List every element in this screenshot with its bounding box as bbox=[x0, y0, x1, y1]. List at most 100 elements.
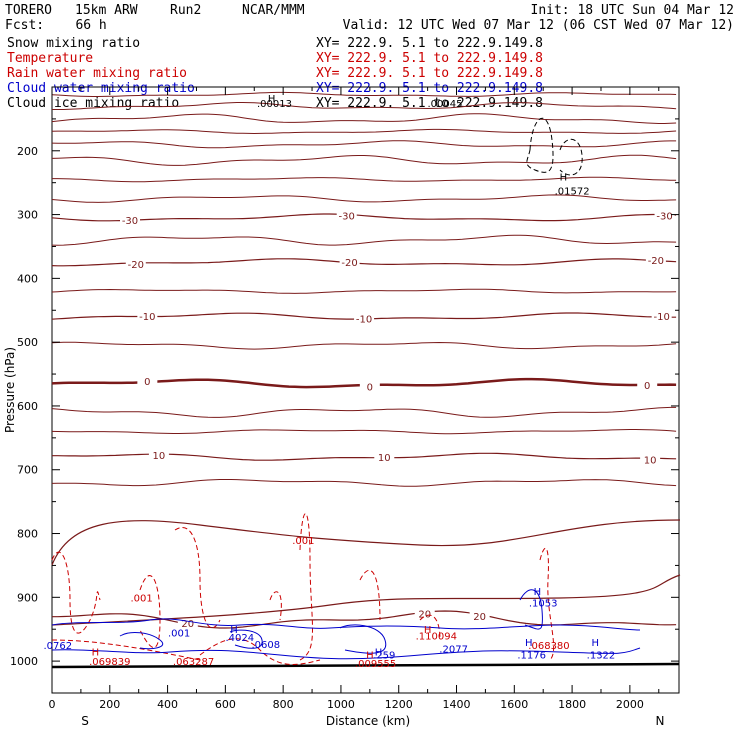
rain-contour bbox=[51, 639, 201, 661]
contour-label: H bbox=[92, 648, 100, 659]
isotherm-line bbox=[51, 288, 677, 294]
field-xy: XY= 222.9. 5.1 to 222.9.149.8 bbox=[316, 66, 543, 81]
contour-label: .009555 bbox=[355, 659, 396, 670]
contour-label: .2077 bbox=[439, 644, 468, 655]
isotherm-label: 20 bbox=[418, 610, 431, 621]
contour-label: .110094 bbox=[416, 632, 457, 643]
isotherm-label-bg bbox=[645, 254, 666, 267]
isotherm-label: -20 bbox=[648, 256, 664, 267]
cloud-water-contour bbox=[519, 589, 543, 630]
contour-label: .068380 bbox=[528, 641, 569, 652]
ground-line bbox=[51, 662, 680, 669]
field-xy: XY= 222.9. 5.1 to 222.9.149.8 bbox=[316, 36, 543, 51]
x-tick-label: 400 bbox=[157, 698, 178, 711]
isotherm-label: 0 bbox=[644, 381, 650, 392]
rain-contour bbox=[199, 638, 321, 665]
rain-contour bbox=[174, 527, 221, 629]
contour-label: .01572 bbox=[555, 186, 590, 197]
boundary-layer-line bbox=[51, 519, 681, 566]
contour-label: .063287 bbox=[173, 657, 214, 668]
isotherm-label: 10 bbox=[153, 451, 166, 462]
isotherm-label-bg bbox=[137, 374, 158, 387]
isotherm-label: 10 bbox=[644, 455, 657, 466]
header-org: NCAR/MMM bbox=[242, 3, 305, 18]
isotherm-label-bg bbox=[336, 209, 357, 222]
isotherm-label-bg bbox=[640, 453, 661, 466]
contour-label: H bbox=[534, 587, 542, 598]
field-name: Cloud water mixing ratio bbox=[7, 81, 195, 96]
isotherm-label-bg bbox=[651, 310, 672, 323]
isotherm-label: -30 bbox=[122, 216, 138, 227]
isotherm-line bbox=[52, 102, 677, 110]
x-tick-label: 0 bbox=[49, 698, 56, 711]
contour-label: .0762 bbox=[43, 641, 72, 652]
contour-label: .00045 bbox=[427, 99, 462, 110]
x-axis-label: Distance (km) bbox=[326, 714, 410, 728]
isotherm-label: 20 bbox=[181, 619, 194, 630]
isotherm-line bbox=[51, 154, 677, 166]
field-xy: XY= 222.9. 5.1 to 222.9.149.8 bbox=[316, 81, 543, 96]
rain-contour bbox=[139, 575, 161, 648]
y-axis-label: Pressure (hPa) bbox=[3, 347, 17, 433]
isotherm-label: 0 bbox=[367, 382, 373, 393]
isotherm-10 bbox=[52, 452, 677, 461]
isotherm-label: -10 bbox=[653, 312, 669, 323]
axes: 0 200 400 600 800 1000 1200 1400 1600 1800 2000200… bbox=[10, 87, 679, 711]
x-tick-label: 2000 bbox=[616, 698, 644, 711]
isotherm-label-bg bbox=[637, 378, 658, 391]
y-tick-label: 400 bbox=[17, 272, 38, 285]
isotherm-line bbox=[51, 341, 677, 350]
contour-label: .069839 bbox=[89, 657, 130, 668]
contour-label: H bbox=[424, 625, 432, 636]
y-tick-label: 700 bbox=[17, 464, 38, 477]
plot-frame bbox=[51, 86, 680, 694]
isotherm-label-bg bbox=[359, 380, 380, 393]
isotherm-label-bg bbox=[354, 312, 375, 325]
cloud-water-contour bbox=[119, 632, 163, 650]
endpoint-right: N bbox=[656, 714, 665, 728]
boundary-layer-line bbox=[51, 574, 681, 626]
rain-contour bbox=[269, 591, 282, 621]
isotherm-label-bg bbox=[469, 609, 490, 622]
isotherm-line bbox=[51, 140, 677, 149]
contour-label: .00013 bbox=[257, 99, 292, 110]
y-tick-label: 200 bbox=[17, 145, 38, 158]
isotherm-label: -30 bbox=[339, 211, 355, 222]
isotherm-label: 20 bbox=[473, 612, 486, 623]
contour-label: .1053 bbox=[529, 598, 558, 609]
header: TORERO 15km ARW Run2 NCAR/MMM Init: 18 U… bbox=[5, 3, 734, 33]
rain-contour bbox=[419, 614, 441, 641]
y-tick-label: 500 bbox=[17, 336, 38, 349]
x-tick-label: 800 bbox=[273, 698, 294, 711]
header-valid: Valid: 12 UTC Wed 07 Mar 12 (06 CST Wed … bbox=[343, 18, 734, 33]
x-tick-label: 600 bbox=[215, 698, 236, 711]
isotherm-line bbox=[51, 406, 677, 418]
contour-label: H bbox=[525, 638, 533, 649]
isotherm-label-bg bbox=[148, 449, 169, 462]
contour-label: H bbox=[230, 625, 238, 636]
isotherm-label: -20 bbox=[128, 260, 144, 271]
isotherm--30 bbox=[51, 213, 677, 222]
isotherm-label: -10 bbox=[356, 315, 372, 326]
contour-label: H bbox=[268, 94, 276, 105]
contour-label: H bbox=[591, 638, 599, 649]
isotherm-line bbox=[51, 479, 677, 487]
cloud-water-contour bbox=[339, 624, 387, 654]
isotherm-label: 10 bbox=[378, 453, 391, 464]
cloud-water-contour bbox=[51, 647, 641, 660]
contours: -30 -30 -30 -20 -20 -20 -10 -10 -10 0 0 0 10 10 10 20 20… bbox=[43, 91, 681, 670]
rain-contour bbox=[359, 569, 381, 621]
contour-label: .1322 bbox=[587, 651, 616, 662]
isotherm-label: -10 bbox=[139, 312, 155, 323]
cloud-water-contour bbox=[229, 629, 263, 649]
isotherm-label: -20 bbox=[341, 258, 357, 269]
y-tick-label: 300 bbox=[17, 209, 38, 222]
y-tick-label: 1000 bbox=[10, 655, 38, 668]
isotherm-line bbox=[51, 429, 677, 435]
endpoint-left: S bbox=[81, 714, 89, 728]
rain-contour bbox=[539, 547, 555, 661]
header-model: TORERO bbox=[5, 3, 52, 18]
isotherm-line bbox=[52, 176, 677, 183]
contour-label: H bbox=[366, 651, 374, 662]
